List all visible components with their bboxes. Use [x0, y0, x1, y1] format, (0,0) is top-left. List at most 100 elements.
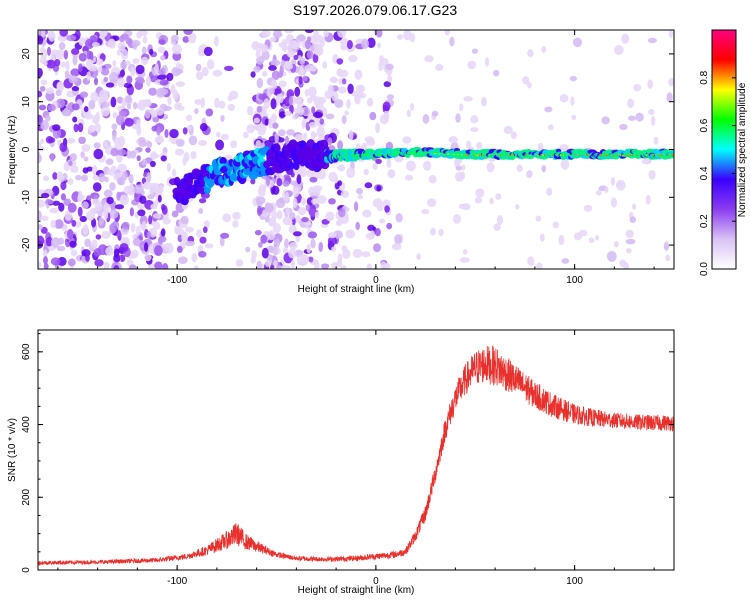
- spectrogram-cell: [337, 253, 343, 264]
- spectrogram-cell: [290, 172, 295, 178]
- spectrogram-cell: [301, 216, 309, 223]
- spectrogram-cell: [45, 87, 55, 95]
- spectrogram-cell: [272, 31, 283, 38]
- spectrogram-cell: [156, 135, 164, 143]
- spectrogram-cell: [125, 95, 132, 104]
- spectrogram-cell: [253, 117, 260, 124]
- spectrogram-ytick-label: 10: [21, 96, 32, 108]
- spectrogram-cell: [340, 190, 350, 199]
- spectrogram-cell: [495, 193, 502, 200]
- spectrogram-cell: [652, 148, 659, 154]
- spectrogram-cell: [94, 201, 103, 212]
- spectrogram-cell: [627, 98, 635, 109]
- spectrogram-cell: [438, 228, 444, 237]
- spectrogram-cell: [382, 101, 391, 112]
- spectrogram-cell: [92, 182, 102, 192]
- spectrogram-cell: [157, 46, 166, 54]
- spectrogram-cell: [38, 104, 47, 111]
- spectrogram-cell: [63, 49, 69, 60]
- spectrogram-cell: [601, 116, 610, 125]
- spectrogram-cell: [354, 93, 359, 103]
- spectrogram-cell: [150, 153, 160, 159]
- spectrogram-cell: [296, 34, 306, 42]
- snr-ytick-label: 0: [21, 567, 32, 573]
- spectrogram-cell: [146, 231, 152, 239]
- spectrogram-cell: [167, 96, 172, 106]
- spectrogram-cell: [38, 261, 42, 269]
- spectrogram-cell: [375, 158, 382, 164]
- spectrogram-cell: [47, 104, 56, 112]
- spectrogram-cell: [121, 98, 126, 109]
- spectrogram-cell: [410, 103, 415, 111]
- spectrogram-cell: [215, 139, 225, 151]
- spectrogram-cell: [50, 257, 61, 266]
- spectrogram-cell: [78, 136, 86, 145]
- spectrogram-cell: [70, 249, 78, 257]
- spectrogram-cell: [135, 225, 141, 237]
- spectrogram-cell: [77, 196, 83, 203]
- spectrogram-cell: [164, 129, 169, 138]
- spectrogram-cell: [304, 39, 311, 50]
- spectrogram-cell: [116, 149, 127, 156]
- spectrogram-cell: [123, 82, 133, 89]
- spectrogram-cell: [154, 245, 163, 257]
- spectrogram-cell: [300, 197, 306, 206]
- spectrogram-cell: [376, 30, 383, 38]
- spectrogram-cell: [296, 174, 302, 185]
- spectrogram-cell: [93, 77, 99, 86]
- spectrogram-cell: [558, 234, 565, 246]
- spectrogram-cell: [152, 117, 160, 123]
- spectrogram-cell: [338, 86, 347, 94]
- spectrogram-cell: [358, 86, 363, 97]
- spectrogram-cell: [453, 214, 461, 224]
- spectrogram-cell: [331, 91, 339, 102]
- spectrogram-cell: [366, 263, 372, 269]
- spectrogram-cell: [595, 190, 602, 196]
- spectrogram-cell: [489, 197, 494, 205]
- spectrogram-cell: [54, 219, 64, 229]
- spectrogram-cell: [309, 176, 318, 183]
- spectrogram-cell: [448, 136, 458, 144]
- spectrogram-cell: [641, 158, 652, 165]
- spectrogram-cell: [515, 204, 520, 210]
- spectrogram-cell: [595, 234, 600, 241]
- spectrogram-cell: [347, 83, 354, 94]
- spectrogram-cell: [431, 110, 439, 117]
- spectrogram-cell: [52, 172, 58, 180]
- spectrogram-cell: [304, 30, 314, 34]
- spectrogram-cell: [251, 41, 260, 51]
- spectrogram-cell: [328, 198, 336, 205]
- spectrogram-cell: [86, 50, 92, 61]
- snr-ytick-label: 600: [21, 343, 32, 360]
- spectrogram-cell: [66, 228, 74, 240]
- spectrogram-cell: [302, 132, 308, 141]
- spectrogram-cell: [193, 265, 199, 269]
- spectrogram-cell: [81, 174, 89, 182]
- spectrogram-xtick-label: -100: [167, 275, 187, 286]
- spectrogram-cell: [493, 69, 500, 77]
- spectrogram-cell: [199, 236, 207, 244]
- colorbar-tick-label: 0.8: [699, 70, 710, 84]
- spectrogram-cell: [213, 36, 219, 47]
- spectrogram-cell: [164, 242, 174, 254]
- spectrogram-cell: [72, 54, 78, 66]
- spectrogram-cell: [81, 144, 91, 152]
- spectrogram-cell: [374, 227, 381, 237]
- spectrogram-cell: [97, 244, 108, 256]
- spectrogram-ytick-label: 0: [21, 146, 32, 152]
- spectrogram-cell: [544, 106, 553, 113]
- spectrogram-cell: [312, 53, 319, 64]
- spectrogram-cell: [402, 136, 412, 144]
- spectrogram-cell: [171, 168, 177, 178]
- spectrogram-cell: [202, 226, 208, 234]
- spectrogram-cell: [78, 52, 87, 62]
- spectrogram-cell: [465, 140, 472, 149]
- spectrogram-cell: [126, 150, 132, 159]
- spectrogram-cell: [214, 97, 220, 109]
- spectrogram-cell: [219, 236, 225, 247]
- spectrogram-cell: [103, 261, 110, 269]
- spectrogram-cell: [143, 181, 152, 190]
- spectrogram-cell: [133, 184, 144, 194]
- spectrogram-cell: [284, 238, 289, 250]
- spectrogram-cell: [93, 142, 101, 149]
